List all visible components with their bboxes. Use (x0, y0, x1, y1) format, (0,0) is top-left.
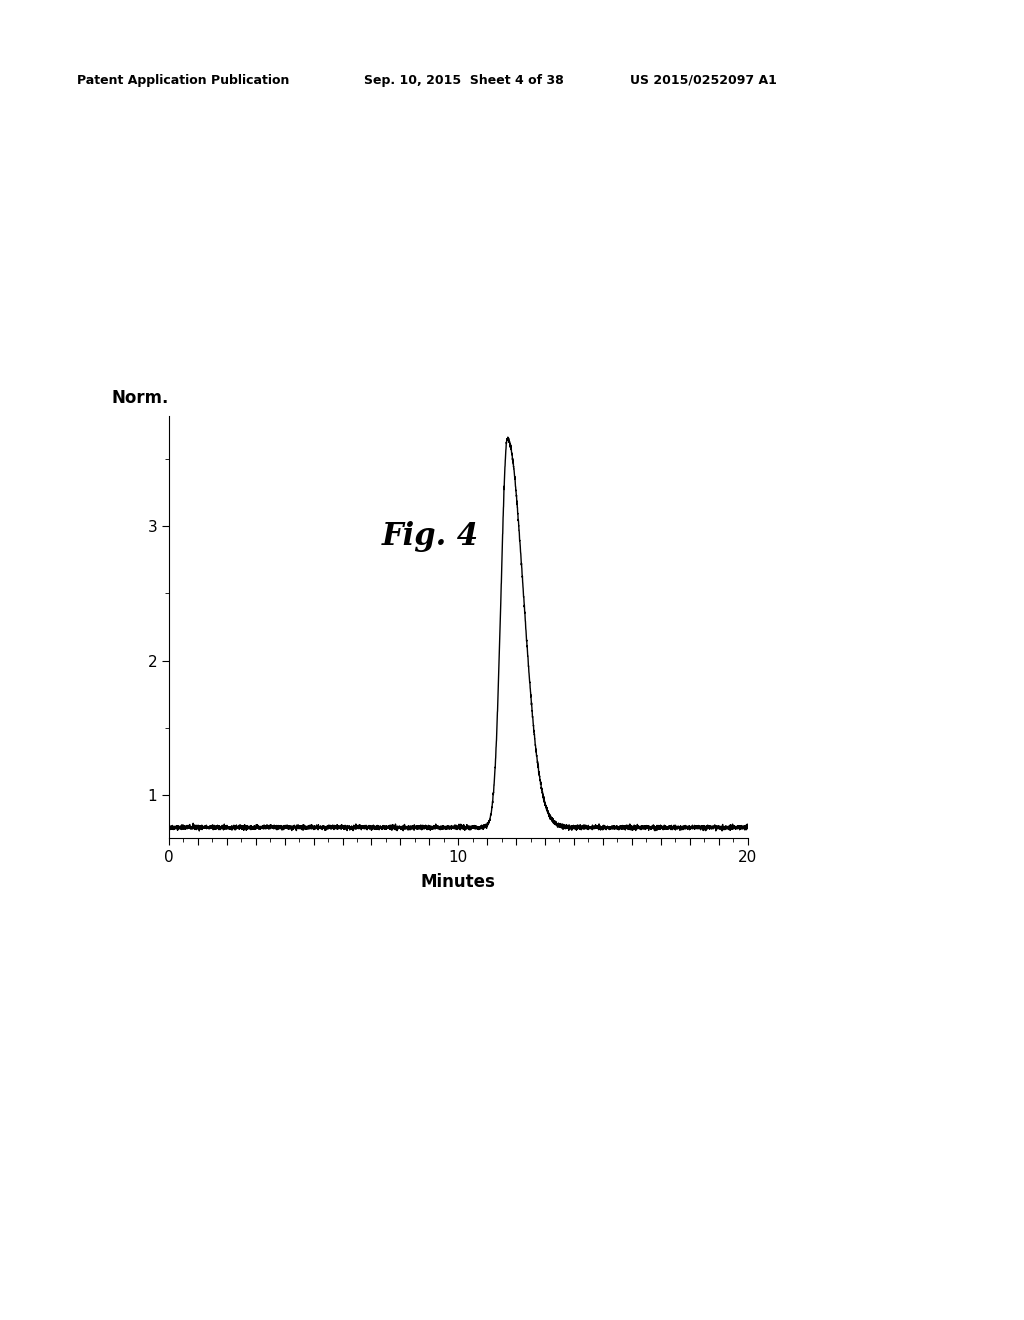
X-axis label: Minutes: Minutes (421, 874, 496, 891)
Text: Patent Application Publication: Patent Application Publication (77, 74, 289, 87)
Text: Fig. 4: Fig. 4 (382, 521, 478, 552)
Text: Norm.: Norm. (112, 389, 169, 408)
Text: US 2015/0252097 A1: US 2015/0252097 A1 (630, 74, 776, 87)
Text: Sep. 10, 2015  Sheet 4 of 38: Sep. 10, 2015 Sheet 4 of 38 (364, 74, 563, 87)
